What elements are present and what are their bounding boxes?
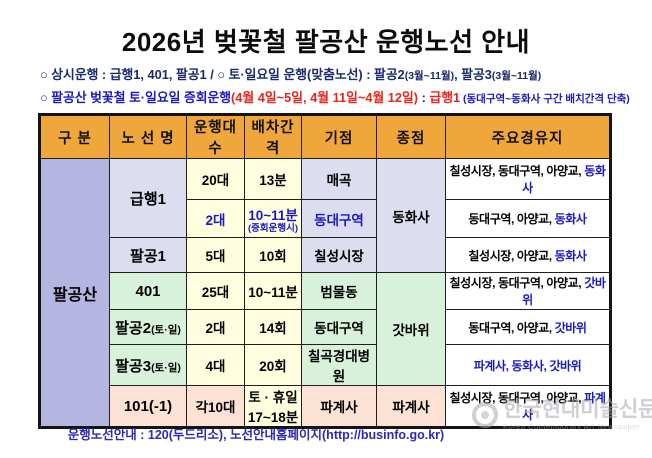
cell-fleet: 2대 xyxy=(186,199,245,238)
interval-note: (증회운행시) xyxy=(247,222,299,234)
route-text: 팔공2 xyxy=(115,319,152,337)
route-text: 팔공3 xyxy=(115,357,152,375)
cell-origin: 파계사 xyxy=(301,385,377,428)
cell-route: 팔공2(토·일) xyxy=(109,309,187,345)
via-highlight: 동화사 xyxy=(554,212,587,226)
cell-interval: 10~11분 xyxy=(244,272,302,310)
footer-info: 운행노선안내 : 120(두드리소), 노선안내홈페이지(http://busi… xyxy=(67,428,445,442)
via-highlight: 갓바위 xyxy=(522,276,606,307)
via-highlight: 동화사 xyxy=(554,248,587,263)
cell-fleet: 각10대 xyxy=(186,385,245,428)
cell-via: 칠성시장, 동대구역, 아양교, 갓바위 xyxy=(445,272,611,310)
table-header-row: 구 분 노 선 명 운행대수 배차간격 기점 종점 주요경유지 xyxy=(39,114,611,159)
cell-route: 401 xyxy=(109,272,187,310)
cell-origin: 동대구역 xyxy=(301,309,377,345)
notice1-main: ○ 상시운행 : 급행1, 401, 팔공1 / ○ 토·일요일 운행(맞춤노선… xyxy=(40,67,405,82)
interval-text: 토 · 휴일 xyxy=(248,390,298,405)
header-terminus: 종점 xyxy=(376,114,446,159)
via-highlight: 갓바위 xyxy=(554,320,587,335)
notice1-mid: , 팔공3 xyxy=(454,67,492,82)
route-table: 구 분 노 선 명 운행대수 배차간격 기점 종점 주요경유지 팔공산 급행1 … xyxy=(38,113,612,429)
cell-terminus: 갓바위 xyxy=(376,272,446,386)
route-suffix: (토·일) xyxy=(151,323,181,336)
via-highlight: 동화사 xyxy=(522,164,606,195)
cell-interval: 13분 xyxy=(244,158,302,200)
cell-via: 동대구역, 아양교, 갓바위 xyxy=(445,309,611,345)
header-interval: 배차간격 xyxy=(244,114,302,159)
notice-regular-service: ○ 상시운행 : 급행1, 401, 팔공1 / ○ 토·일요일 운행(맞춤노선… xyxy=(40,63,646,86)
cell-via: 칠성시장, 아양교, 동화사 xyxy=(445,237,611,273)
table-row: 팔공3(토·일) 4대 20회 칠곡경대병원 파계사, 동화사, 갓바위 xyxy=(40,344,611,386)
interval-line2: 17~18분 xyxy=(247,410,299,425)
cell-interval: 20회 xyxy=(244,344,302,386)
cell-origin: 칠곡경대병원 xyxy=(301,344,377,386)
cell-origin: 동대구역 xyxy=(301,199,377,238)
cell-origin: 매곡 xyxy=(301,158,377,200)
cell-origin: 범물동 xyxy=(301,272,377,310)
cell-terminus: 파계사 xyxy=(376,385,446,428)
via-text: 동대구역, 아양교, xyxy=(468,320,555,335)
cell-fleet: 4대 xyxy=(186,344,245,386)
notice2-route: 급행1 xyxy=(429,90,461,105)
cell-interval: 10~11분 (증회운행시) xyxy=(244,199,302,238)
cell-via: 동대구역, 아양교, 동화사 xyxy=(445,199,611,238)
cell-interval: 10회 xyxy=(244,237,302,273)
table-row: 401 25대 10~11분 범물동 갓바위 칠성시장, 동대구역, 아양교, … xyxy=(40,272,611,386)
interval-text: 10~11분 xyxy=(248,207,298,223)
cell-via: 칠성시장, 동대구역, 아양교, 동화사 xyxy=(445,158,611,200)
via-text: 칠성시장, 동대구역, 아양교, xyxy=(449,276,585,290)
notice2-blue1: ○ 팔공산 벚꽃철 토·일요일 증회운행 xyxy=(40,90,232,105)
cell-fleet: 25대 xyxy=(186,272,245,310)
page-title: 2026년 벚꽃철 팔공산 운행노선 안내 xyxy=(121,27,531,57)
route-suffix: (토·일) xyxy=(151,361,181,374)
via-text: 칠성시장, 동대구역, 아양교, xyxy=(449,164,585,178)
cell-route: 급행1 xyxy=(109,158,187,238)
header-category: 구 분 xyxy=(39,114,110,159)
header-fleet: 운행대수 xyxy=(186,114,245,159)
cell-group-palgongsan: 팔공산 xyxy=(39,158,110,428)
cell-terminus: 동화사 xyxy=(376,158,446,273)
notice2-colon: : xyxy=(418,90,430,105)
via-highlight: 파계사, 동화사, 갓바위 xyxy=(473,358,582,373)
table-row: 팔공산 급행1 20대 13분 매곡 동화사 칠성시장, 동대구역, 아양교, … xyxy=(39,158,611,428)
cell-via: 칠성시장, 동대구역, 아양교, 파계사 xyxy=(445,385,611,428)
via-text: 칠성시장, 아양교, xyxy=(468,248,555,263)
header-origin: 기점 xyxy=(301,114,377,159)
via-text: 동대구역, 아양교, xyxy=(468,212,555,226)
via-text: 칠성시장, 동대구역, 아양교, xyxy=(449,391,585,405)
via-highlight: 파계사 xyxy=(522,391,606,422)
cell-interval: 토 · 휴일 17~18분 xyxy=(244,385,302,428)
table-row: 101(-1) 각10대 토 · 휴일 17~18분 파계사 파계사 칠성시장, … xyxy=(40,385,611,428)
cell-origin: 칠성시장 xyxy=(301,237,377,273)
notice1-period1: (3월~11월) xyxy=(404,70,455,82)
cell-fleet: 5대 xyxy=(186,237,245,273)
table-row: 2대 10~11분 (증회운행시) 동대구역 동대구역, 아양교, 동화사 xyxy=(40,199,611,238)
notice2-detail: (동대구역~동화사 구간 배치간격 단축) xyxy=(460,93,630,105)
header-route-name: 노 선 명 xyxy=(109,114,187,159)
notice2-dates: (4월 4일~5일, 4월 11일~4월 12일) xyxy=(231,90,419,105)
header-via: 주요경유지 xyxy=(445,114,611,159)
cell-route: 101(-1) xyxy=(109,385,187,428)
notice-extra-service: ○ 팔공산 벚꽃철 토·일요일 증회운행(4월 4일~5일, 4월 11일~4월… xyxy=(40,86,646,109)
notice1-period2: (3월~11월) xyxy=(491,70,542,82)
cell-interval: 14회 xyxy=(244,309,302,345)
table-row: 팔공2(토·일) 2대 14회 동대구역 동대구역, 아양교, 갓바위 xyxy=(40,309,611,345)
cell-fleet: 20대 xyxy=(186,158,245,200)
cell-fleet: 2대 xyxy=(186,309,245,345)
cell-route: 팔공1 xyxy=(109,237,187,273)
cell-via: 파계사, 동화사, 갓바위 xyxy=(445,344,611,386)
notice-lines: ○ 상시운행 : 급행1, 401, 팔공1 / ○ 토·일요일 운행(맞춤노선… xyxy=(40,63,646,109)
cell-route: 팔공3(토·일) xyxy=(109,344,187,386)
table-row: 팔공1 5대 10회 칠성시장 칠성시장, 아양교, 동화사 xyxy=(40,237,611,273)
